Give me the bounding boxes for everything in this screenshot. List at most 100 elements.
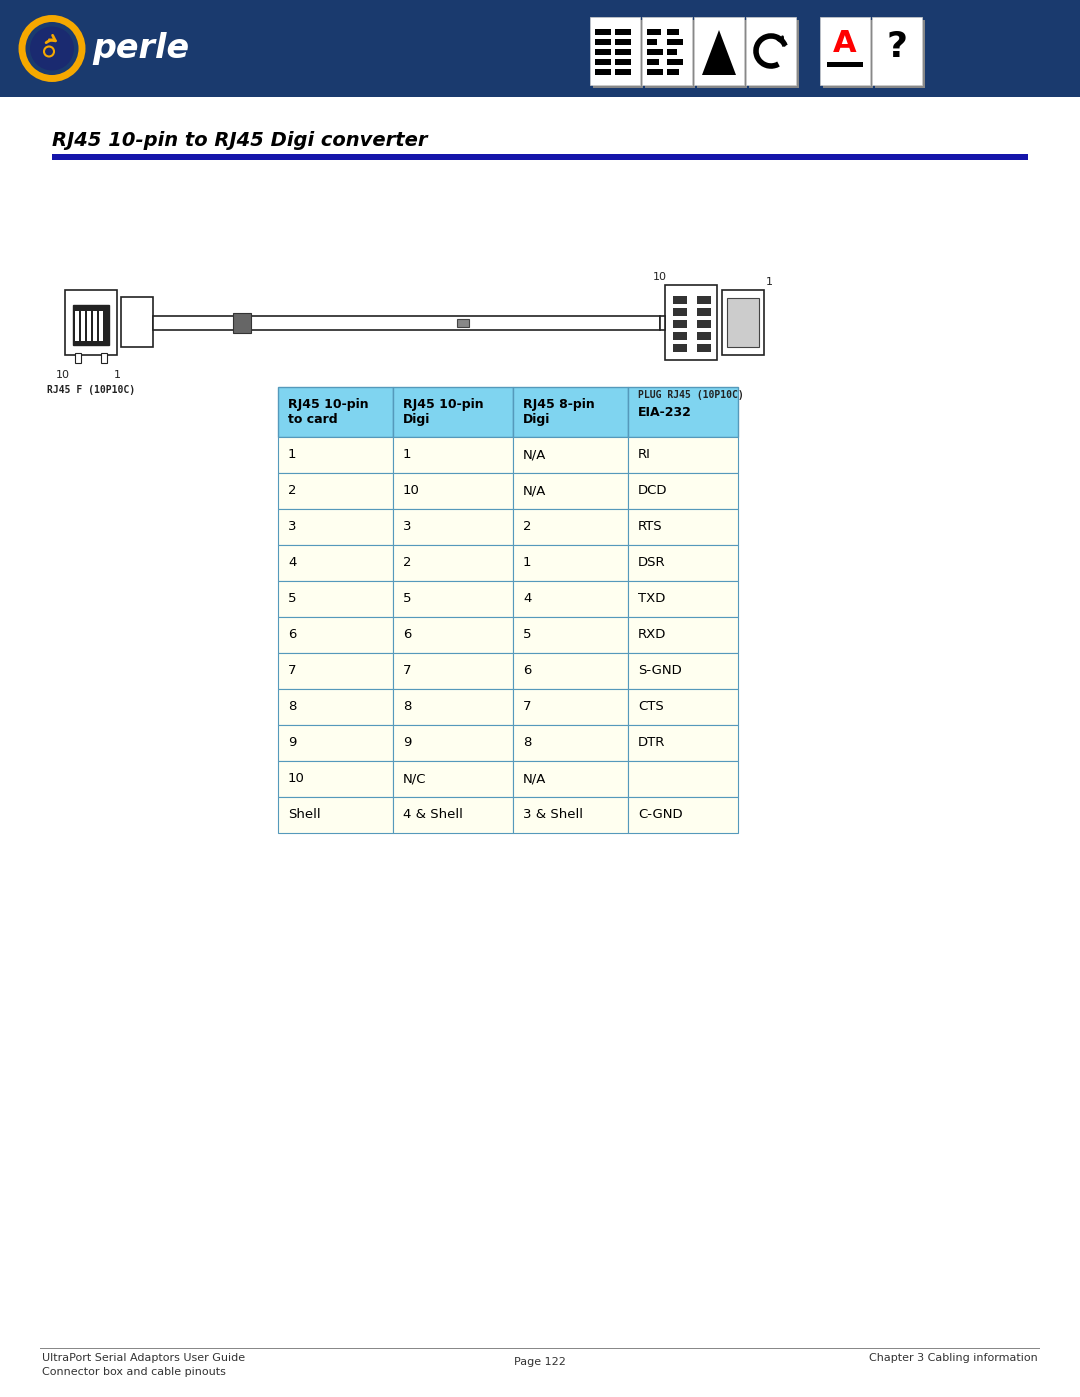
Bar bbox=[697, 307, 711, 316]
Text: DTR: DTR bbox=[638, 736, 665, 750]
Text: 3 & Shell: 3 & Shell bbox=[523, 809, 583, 821]
Bar bbox=[513, 545, 627, 581]
Bar bbox=[627, 725, 738, 761]
Bar bbox=[457, 319, 469, 327]
Text: TXD: TXD bbox=[638, 592, 665, 605]
Bar bbox=[627, 617, 738, 652]
Bar bbox=[278, 387, 393, 437]
Bar bbox=[121, 298, 153, 346]
Bar bbox=[99, 312, 103, 341]
Text: 6: 6 bbox=[523, 665, 531, 678]
Text: N/A: N/A bbox=[523, 485, 546, 497]
Bar bbox=[697, 20, 747, 88]
Text: RJ45 10-pin
to card: RJ45 10-pin to card bbox=[288, 398, 368, 426]
Text: RJ45 8-pin
Digi: RJ45 8-pin Digi bbox=[523, 398, 595, 426]
Bar bbox=[513, 387, 627, 437]
Text: 6: 6 bbox=[288, 629, 296, 641]
Bar bbox=[673, 307, 687, 316]
Bar bbox=[667, 59, 683, 66]
Bar bbox=[75, 353, 81, 363]
Bar bbox=[513, 581, 627, 617]
Text: 10: 10 bbox=[403, 485, 420, 497]
Bar bbox=[278, 437, 393, 474]
Text: UltraPort Serial Adaptors User Guide
Connector box and cable pinouts: UltraPort Serial Adaptors User Guide Con… bbox=[42, 1354, 245, 1377]
Bar bbox=[627, 545, 738, 581]
Text: 3: 3 bbox=[403, 521, 411, 534]
Bar bbox=[697, 344, 711, 352]
Bar bbox=[697, 296, 711, 305]
Text: 2: 2 bbox=[523, 521, 531, 534]
Bar bbox=[75, 312, 79, 341]
Bar bbox=[393, 725, 513, 761]
Text: 7: 7 bbox=[288, 665, 297, 678]
Bar bbox=[393, 545, 513, 581]
Bar bbox=[667, 39, 683, 45]
Text: 6: 6 bbox=[403, 629, 411, 641]
Bar bbox=[647, 59, 659, 66]
Bar bbox=[645, 20, 696, 88]
Bar bbox=[513, 474, 627, 509]
Text: 1: 1 bbox=[523, 556, 531, 570]
Text: 2: 2 bbox=[288, 485, 297, 497]
Text: Page 122: Page 122 bbox=[514, 1356, 566, 1368]
Bar bbox=[278, 761, 393, 798]
Bar bbox=[627, 437, 738, 474]
Text: CTS: CTS bbox=[638, 700, 664, 714]
Text: perle: perle bbox=[92, 32, 189, 66]
Text: 7: 7 bbox=[523, 700, 531, 714]
Text: 9: 9 bbox=[288, 736, 296, 750]
Bar bbox=[627, 509, 738, 545]
Bar bbox=[823, 20, 873, 88]
Bar bbox=[513, 725, 627, 761]
Text: 5: 5 bbox=[523, 629, 531, 641]
Bar bbox=[595, 39, 611, 45]
Text: RJ45 10-pin to RJ45 Digi converter: RJ45 10-pin to RJ45 Digi converter bbox=[52, 130, 428, 149]
Bar bbox=[723, 291, 764, 355]
Bar bbox=[665, 285, 717, 360]
Bar bbox=[393, 509, 513, 545]
Text: ?: ? bbox=[887, 29, 907, 64]
Text: 9: 9 bbox=[403, 736, 411, 750]
Bar bbox=[615, 29, 631, 35]
Text: 8: 8 bbox=[523, 736, 531, 750]
Text: 5: 5 bbox=[403, 592, 411, 605]
Bar bbox=[393, 761, 513, 798]
Bar bbox=[595, 68, 611, 75]
Text: 7: 7 bbox=[403, 665, 411, 678]
Bar bbox=[673, 344, 687, 352]
Text: N/A: N/A bbox=[523, 448, 546, 461]
Bar bbox=[750, 20, 799, 88]
Polygon shape bbox=[702, 29, 735, 75]
Bar bbox=[278, 509, 393, 545]
Text: 3: 3 bbox=[288, 521, 297, 534]
Text: RJ45 10-pin
Digi: RJ45 10-pin Digi bbox=[403, 398, 484, 426]
Text: 8: 8 bbox=[288, 700, 296, 714]
Bar bbox=[233, 313, 251, 332]
Text: DSR: DSR bbox=[638, 556, 665, 570]
Bar bbox=[393, 437, 513, 474]
Bar bbox=[673, 332, 687, 339]
Text: PLUG RJ45 (10P10C): PLUG RJ45 (10P10C) bbox=[638, 390, 744, 400]
Bar bbox=[673, 320, 687, 328]
Text: 2: 2 bbox=[403, 556, 411, 570]
Bar bbox=[820, 17, 870, 85]
Text: 4 & Shell: 4 & Shell bbox=[403, 809, 463, 821]
Bar bbox=[393, 617, 513, 652]
Bar bbox=[102, 353, 107, 363]
Bar bbox=[647, 39, 657, 45]
Bar bbox=[667, 68, 679, 75]
Bar bbox=[627, 689, 738, 725]
Text: 1: 1 bbox=[403, 448, 411, 461]
Bar bbox=[278, 474, 393, 509]
Text: 10: 10 bbox=[288, 773, 305, 785]
Bar bbox=[590, 17, 640, 85]
Bar bbox=[615, 49, 631, 54]
Text: 8: 8 bbox=[403, 700, 411, 714]
Bar bbox=[673, 296, 687, 305]
Bar bbox=[667, 29, 679, 35]
Bar bbox=[513, 689, 627, 725]
Bar bbox=[0, 0, 1080, 96]
Bar bbox=[697, 320, 711, 328]
Text: 4: 4 bbox=[288, 556, 296, 570]
Bar bbox=[615, 59, 631, 66]
